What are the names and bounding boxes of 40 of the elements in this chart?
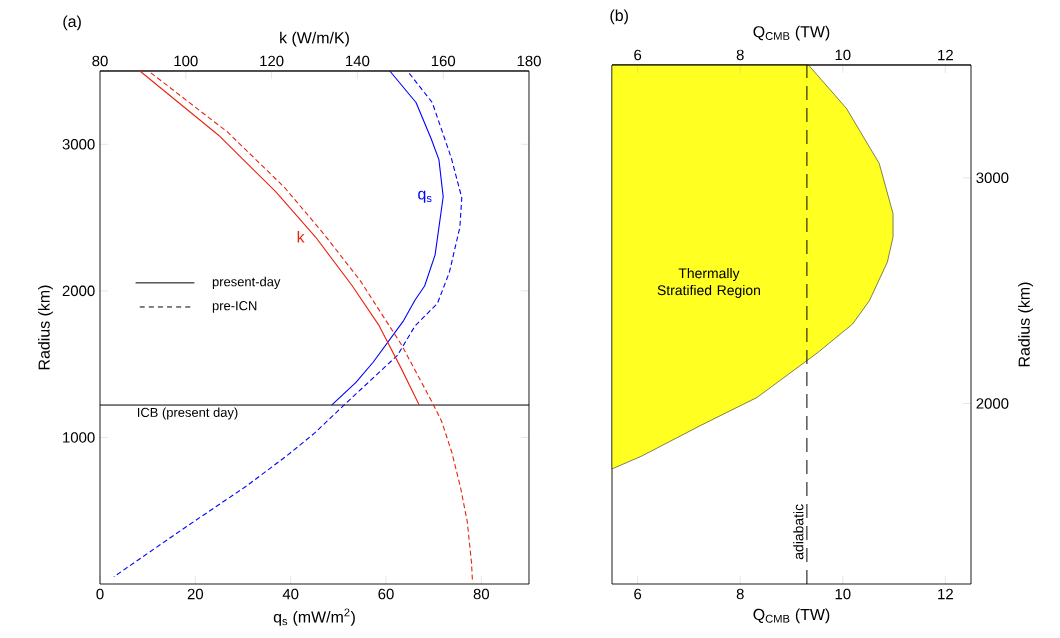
x-tick-label: 8 [736,588,744,600]
x2-tick-label: 8 [736,49,744,61]
line-series [331,70,444,406]
x2-tick-label: 12 [938,49,953,61]
x-tick-label: 60 [378,588,394,600]
x2-tick-label: 140 [346,55,370,67]
series-label: k [297,231,305,243]
y-axis-title: Radius (km) [1018,282,1033,367]
y-tick-label: 3000 [62,138,95,150]
x-tick-label: 40 [282,588,299,600]
x2-tick-label: 180 [517,55,541,67]
y-tick-label: 2000 [976,398,1009,409]
annotation: pre-ICN [212,301,257,313]
chart-title: (a) [63,15,81,31]
y-tick-label: 1000 [63,432,95,443]
x2-tick-label: 120 [260,55,284,67]
x2-tick-label: 100 [174,55,198,67]
x2-tick-label: 160 [431,55,456,67]
series-label: q$_{s}$ [418,190,432,203]
x-axis-title: q$_{s}$ (mW/m$^{2}$) [273,608,355,626]
annotation: Thermally Stratified Region [657,268,760,298]
x-axis-title: Q$_{CMB}$ (TW) [753,608,830,624]
x2-tick-label: 10 [835,49,851,61]
x-tick-label: 12 [938,588,953,600]
x-tick-label: 0 [96,588,104,600]
x2-axis-title: Q$_{CMB}$ (TW) [753,25,830,41]
x-tick-label: 6 [634,588,642,600]
y-tick-label: 2000 [62,285,95,297]
x2-tick-label: 80 [92,55,108,67]
y-tick-label: 3000 [976,172,1009,184]
ref-line-label: adiabatic [793,504,804,560]
x2-tick-label: 6 [634,49,642,61]
chart-title: (b) [610,9,628,25]
ref-line-label: ICB (present day) [137,407,238,420]
x-tick-label: 10 [835,588,851,600]
annotation: present-day [212,276,281,289]
x-tick-label: 20 [187,588,204,600]
y-axis-title: Radius (km) [38,285,53,370]
x-tick-label: 80 [473,588,490,600]
x2-axis-title: k (W/m/K) [280,31,349,47]
